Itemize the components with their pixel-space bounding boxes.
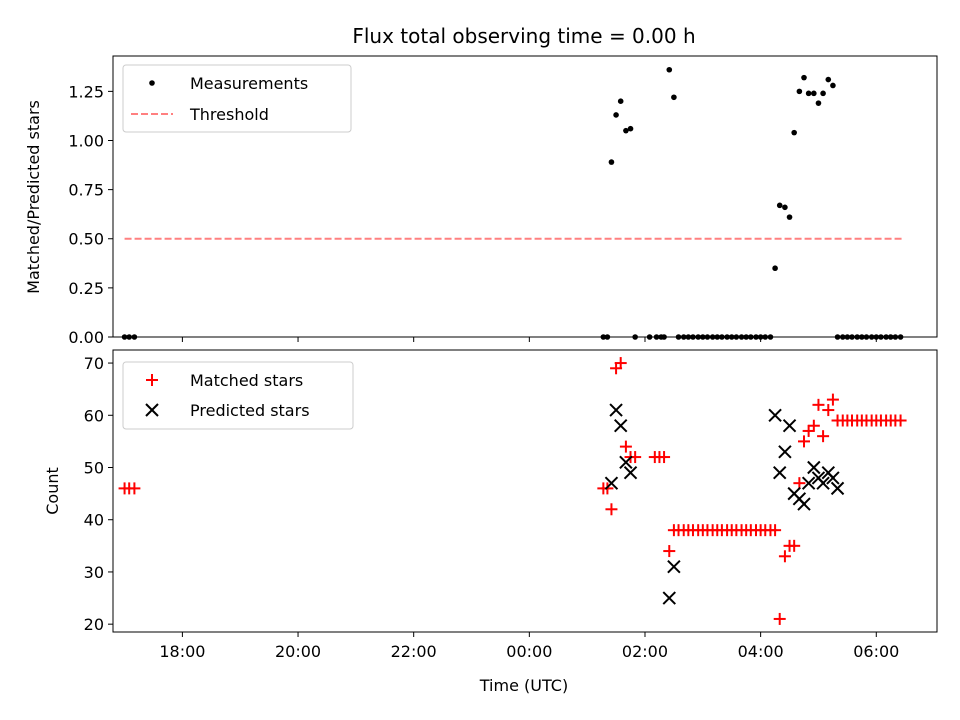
predicted-star-point [619, 455, 633, 469]
predicted-star-point [773, 466, 787, 480]
legend-measurements-marker [149, 80, 155, 86]
x-tick-label: 20:00 [275, 642, 321, 661]
measurement-point [830, 82, 836, 89]
y-tick-label: 1.25 [68, 82, 104, 101]
x-axis-label: Time (UTC) [479, 676, 568, 695]
measurement-point [791, 129, 797, 136]
measurement-point [820, 90, 826, 97]
axes-frame [112, 55, 938, 338]
predicted-star-point [797, 497, 811, 511]
measurement-point [786, 214, 793, 220]
predicted-star-point [613, 419, 628, 433]
predicted-star-point [768, 408, 782, 422]
top-legend: Measurements Threshold [122, 64, 352, 133]
legend-threshold-label: Threshold [189, 105, 269, 124]
matched-star-point [663, 545, 676, 558]
matched-star-point [817, 430, 830, 443]
predicted-star-point [662, 591, 676, 605]
predicted-star-point [807, 460, 821, 475]
legend-measurements-label: Measurements [190, 74, 308, 93]
x-tick-label: 00:00 [506, 642, 552, 661]
y-tick-label: 30 [84, 563, 104, 582]
predicted-star-point [830, 481, 845, 496]
top-y-axis-label: Matched/Predicted stars [24, 100, 43, 294]
predicted-star-point [604, 476, 619, 490]
matched-star-point [614, 357, 627, 370]
matched-star-point [798, 435, 811, 448]
measurement-point [623, 127, 629, 134]
measurement-point [772, 265, 778, 272]
y-tick-label: 40 [84, 511, 104, 530]
measurement-point [617, 98, 624, 104]
y-tick-label: 1.00 [68, 131, 104, 150]
legend-predicted-label: Predicted stars [190, 401, 310, 420]
measurement-point [613, 112, 619, 118]
y-tick-label: 20 [84, 615, 104, 634]
measurement-point [811, 90, 817, 97]
measurement-point [801, 74, 807, 81]
x-tick-label: 18:00 [159, 642, 205, 661]
y-tick-label: 50 [84, 459, 104, 478]
predicted-star-point [826, 471, 840, 485]
measurement-point [825, 76, 832, 83]
y-tick-label: 0.00 [68, 328, 104, 347]
matched-star-point [802, 424, 815, 437]
predicted-star-point [778, 445, 792, 459]
predicted-star-point [816, 476, 830, 490]
y-tick-label: 0.25 [68, 279, 104, 298]
matched-star-point [807, 419, 820, 432]
measurement-point [782, 204, 788, 211]
measurement-point [627, 125, 634, 132]
matched-star-point [822, 404, 835, 417]
measurement-point [671, 94, 677, 101]
bottom-y-axis-label: Count [43, 467, 62, 515]
matched-star-point [658, 451, 671, 464]
bottom-axes: 20 30 40 50 60 70 18:00 20:00 22:00 00:00 02:00 04:… [84, 349, 938, 661]
bottom-legend: Matched stars Predicted stars [122, 361, 354, 430]
matched-star-point [128, 482, 141, 495]
measurement-point [776, 202, 783, 209]
measurement-point [666, 66, 673, 73]
predicted-star-point [623, 466, 638, 480]
matched-star-point [773, 612, 786, 625]
predicted-star-point [667, 560, 681, 574]
matched-star-point [788, 539, 801, 552]
legend-matched-marker [146, 374, 158, 386]
y-tick-label: 70 [84, 354, 104, 373]
matched-star-point [812, 398, 825, 411]
x-tick-label: 06:00 [853, 642, 899, 661]
measurement-point [815, 100, 822, 106]
predicted-star-point [801, 476, 816, 490]
x-tick-label: 04:00 [738, 642, 784, 661]
measurement-point [608, 159, 615, 165]
matched-star-point [778, 550, 791, 563]
bottom-legend-frame [122, 361, 354, 430]
matched-star-point [769, 524, 782, 537]
legend-predicted-marker [145, 403, 159, 417]
top-legend-frame [122, 64, 352, 133]
matched-star-point [826, 393, 839, 406]
matched-star-point [619, 440, 632, 453]
measurement-point [796, 88, 803, 95]
legend-matched-label: Matched stars [190, 371, 303, 390]
top-axes: 0.00 0.25 0.50 0.75 1.00 1.25 [68, 55, 938, 347]
y-tick-label: 0.75 [68, 181, 104, 200]
matched-star-point [894, 414, 907, 427]
y-tick-label: 0.50 [68, 230, 104, 249]
top-chart-title: Flux total observing time = 0.00 h [352, 24, 695, 48]
predicted-star-point [782, 419, 797, 433]
matched-star-point [605, 503, 618, 516]
measurement-point [805, 90, 812, 97]
axes-frame [112, 349, 938, 633]
x-tick-label: 22:00 [391, 642, 437, 661]
y-tick-label: 60 [84, 406, 104, 425]
x-tick-label: 02:00 [622, 642, 668, 661]
predicted-star-point [609, 403, 623, 417]
